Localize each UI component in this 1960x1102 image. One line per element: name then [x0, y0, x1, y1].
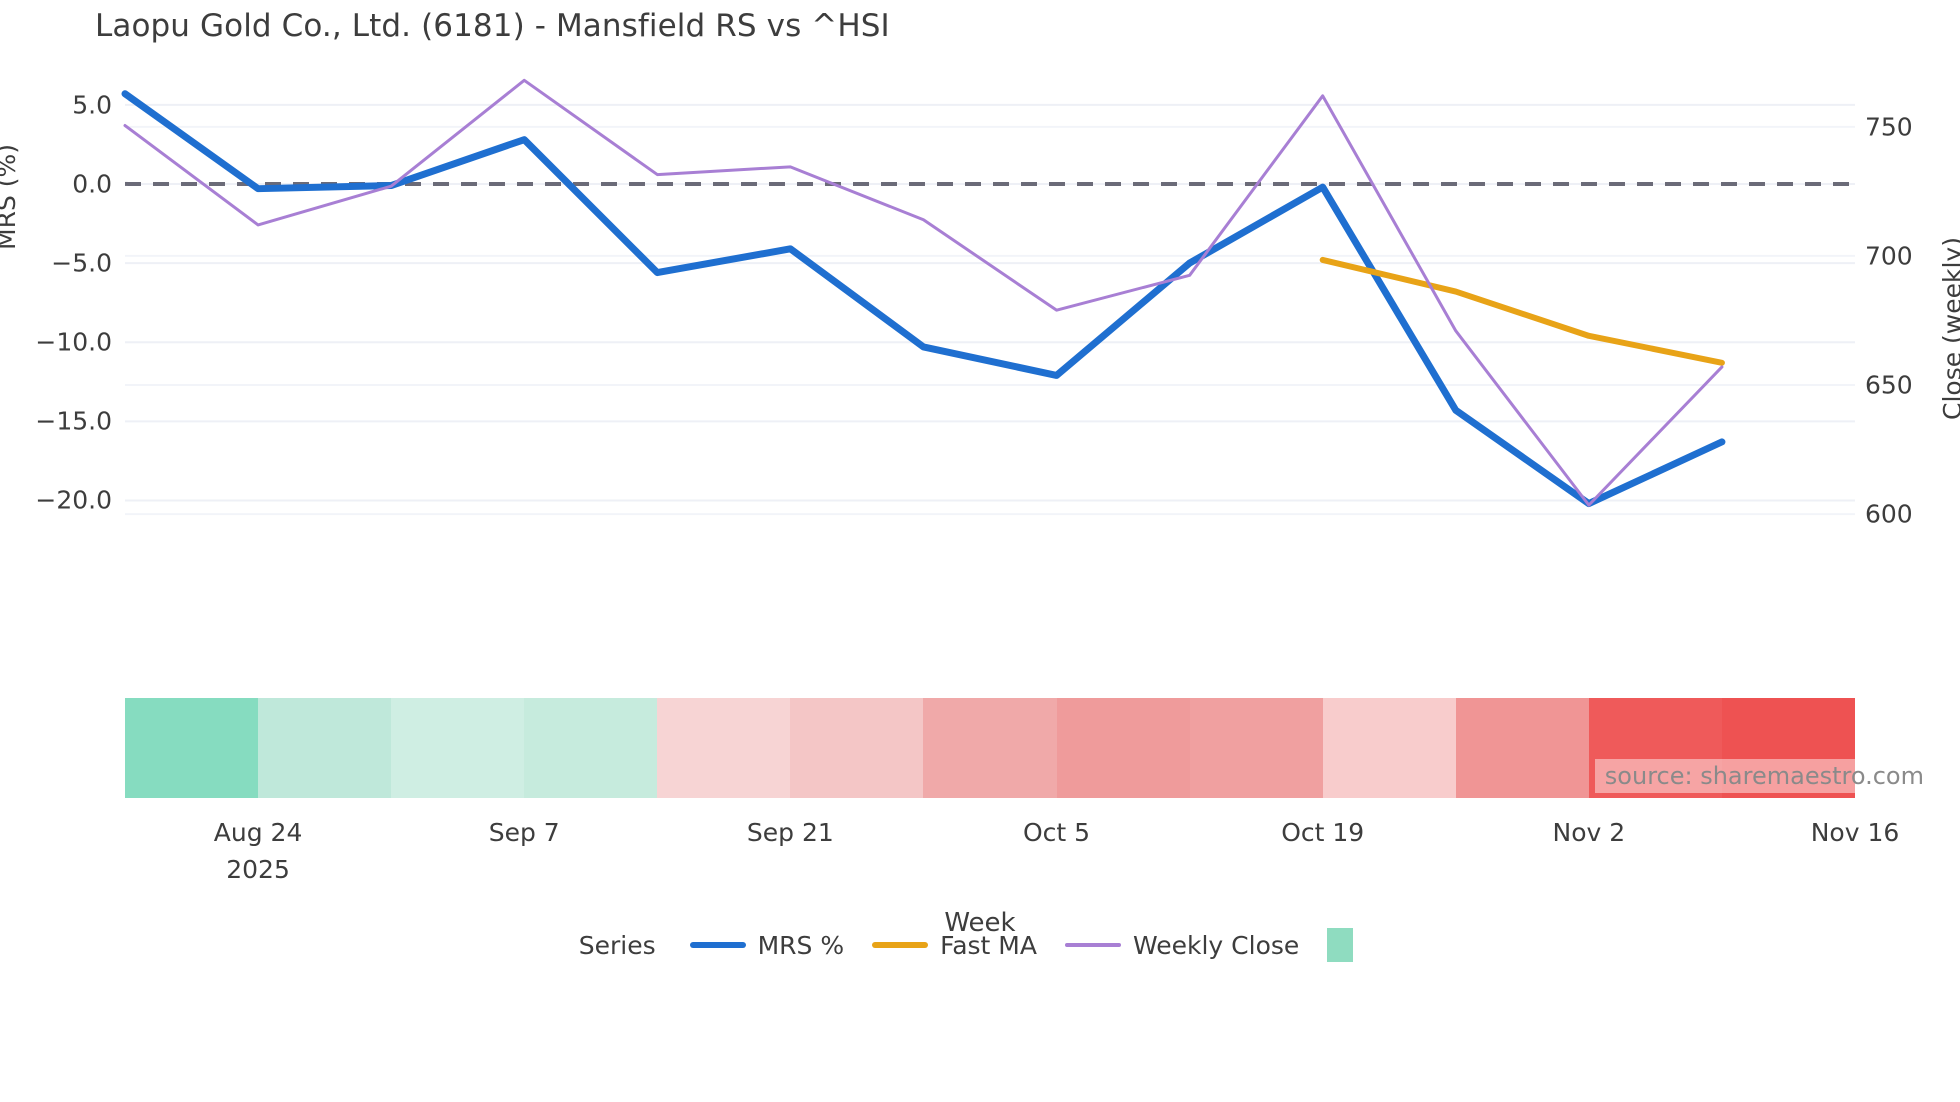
y-tick-label-left: −5.0: [51, 248, 112, 278]
x-tick-label: Nov 16: [1811, 818, 1900, 847]
x-tick-label-year: 2025: [226, 855, 290, 884]
x-tick-label: Sep 21: [747, 818, 834, 847]
plot-area: [121, 70, 1855, 540]
x-tick-label-main: Nov 2: [1552, 818, 1626, 847]
legend-title: Series: [578, 930, 656, 960]
y-tick-label-left: −10.0: [35, 327, 112, 357]
heatmap-cell: [1455, 698, 1589, 798]
series-line-weekly-close: [123, 78, 1724, 507]
series-line-fast-ma: [1319, 256, 1725, 366]
rs-strength-heatmap: [125, 698, 1856, 798]
y-tick-label-right: 750: [1865, 112, 1913, 142]
x-tick-label-main: Nov 16: [1810, 818, 1900, 847]
heatmap-cell: [524, 698, 658, 798]
x-tick-label-main: Oct 5: [1022, 818, 1091, 847]
heatmap-cell: [1322, 698, 1456, 798]
legend-item[interactable]: [1327, 928, 1354, 962]
legend-color-line: [872, 942, 929, 948]
legend-item[interactable]: MRS %: [689, 930, 845, 960]
heatmap-cell: [1721, 698, 1856, 798]
legend-item[interactable]: Fast MA: [872, 931, 1037, 960]
legend-item[interactable]: Weekly Close: [1064, 930, 1300, 960]
legend-color-box: [1327, 928, 1354, 962]
y-tick-label-right: 650: [1865, 370, 1913, 400]
heatmap-cell: [657, 698, 791, 798]
heatmap-cell: [790, 698, 924, 798]
y-tick-label-left: 0.0: [72, 169, 112, 199]
x-tick-label-main: Oct 19: [1281, 818, 1365, 847]
x-tick-label: Nov 2: [1553, 818, 1626, 847]
chart-title: Laopu Gold Co., Ltd. (6181) - Mansfield …: [95, 8, 890, 44]
x-tick-label: Sep 7: [489, 818, 560, 847]
chart-legend: Series MRS % Fast MA Weekly Close: [0, 928, 1960, 962]
x-tick-label: Oct 5: [1023, 818, 1090, 847]
heatmap-cell: [1189, 698, 1323, 798]
y-tick-label-right: 600: [1865, 499, 1913, 529]
legend-item-label: MRS %: [757, 930, 845, 960]
heatmap-cell: [391, 698, 525, 798]
y-axis-left-ticks: 5.0 0.0 −5.0 −10.0 −15.0 −20.0: [0, 0, 112, 1102]
x-axis-ticks: Aug 24 2025 Sep 7 Sep 21 Oct 5 Oct 19 Nov 2 Nov…: [0, 818, 1960, 898]
x-tick-label: Oct 19: [1281, 818, 1364, 847]
plot-svg: [121, 78, 1855, 516]
heatmap-cell: [1056, 698, 1190, 798]
y-tick-label-left: 5.0: [72, 90, 112, 120]
y-tick-label-left: −20.0: [35, 485, 112, 515]
source-watermark: source: sharemaestro.com: [1594, 759, 1934, 793]
y-tick-label-left: −15.0: [35, 406, 112, 436]
y-axis-right-label: Close (weekly): [1938, 237, 1960, 420]
legend-color-line: [689, 942, 746, 948]
heatmap-cell: [923, 698, 1057, 798]
y-axis-right-ticks: 750 700 650 600: [1865, 0, 1960, 1102]
x-tick-label: Aug 24 2025: [214, 818, 303, 884]
x-tick-label-main: Aug 24: [213, 818, 303, 847]
x-axis-label: Week: [944, 908, 1016, 938]
heatmap-cell: [125, 698, 259, 798]
heatmap-cell: [1588, 698, 1722, 798]
legend-color-line: [1064, 943, 1121, 947]
x-tick-label-main: Sep 21: [746, 818, 834, 847]
heatmap-cell: [258, 698, 392, 798]
legend-item-label: Fast MA: [940, 930, 1037, 960]
legend-item-label: Weekly Close: [1132, 930, 1300, 960]
y-axis-left-label: MRS (%): [0, 143, 21, 250]
y-tick-label-right: 700: [1865, 241, 1913, 271]
x-tick-label-main: Sep 7: [488, 818, 560, 847]
